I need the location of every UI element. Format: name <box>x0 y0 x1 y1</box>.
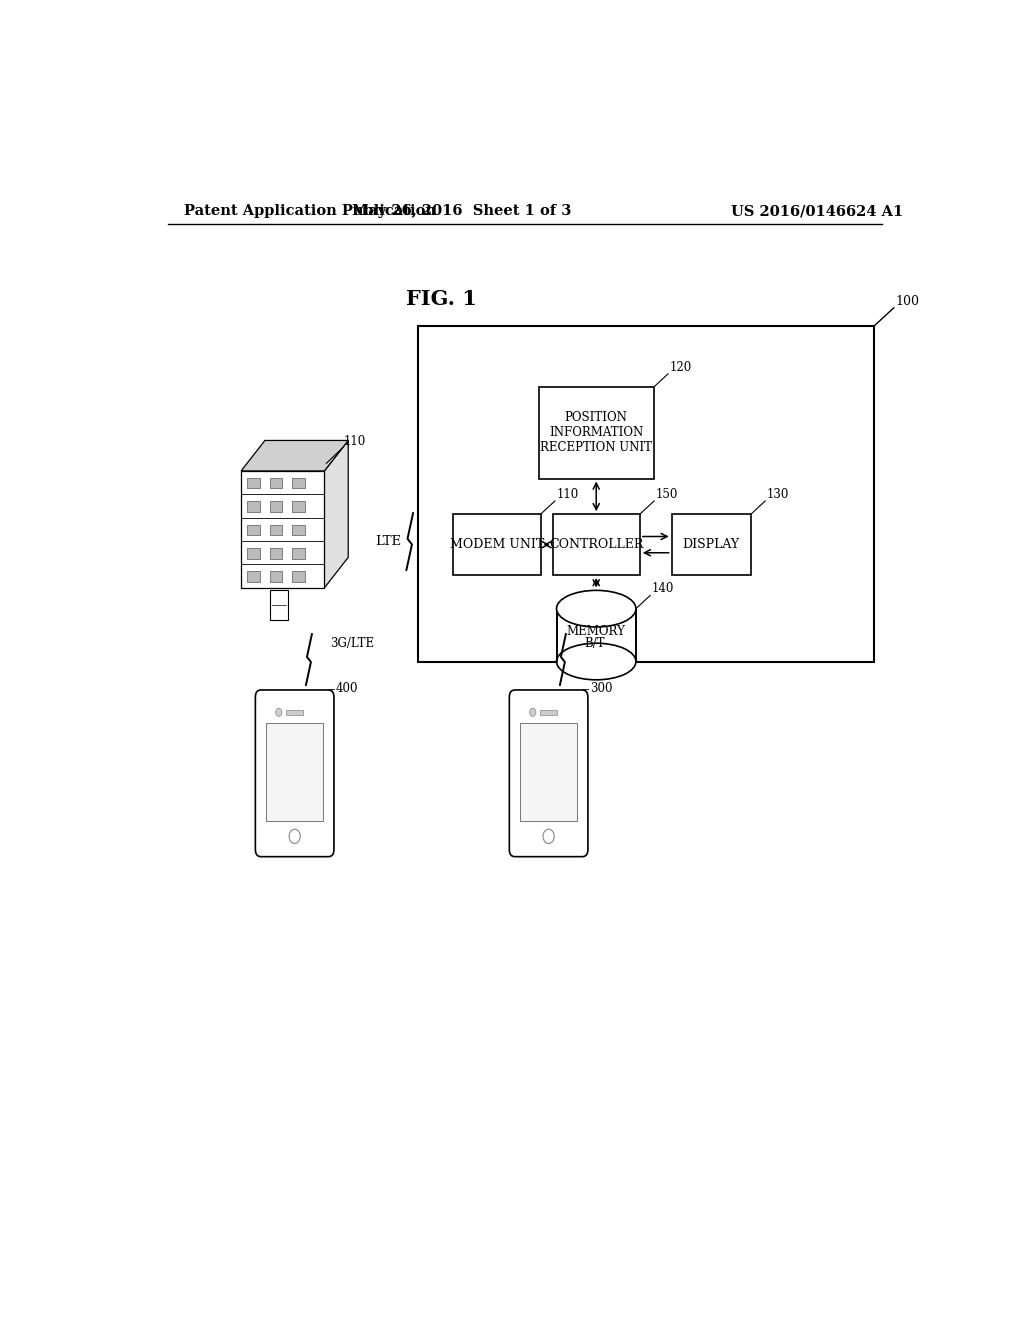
Text: 300: 300 <box>590 682 612 696</box>
Bar <box>520 722 577 821</box>
Bar <box>241 471 325 587</box>
Ellipse shape <box>556 643 636 680</box>
Text: 140: 140 <box>651 582 674 595</box>
Text: MEMORY: MEMORY <box>567 624 626 638</box>
Text: FIG. 1: FIG. 1 <box>406 289 476 309</box>
Bar <box>672 515 751 576</box>
Bar <box>270 590 288 620</box>
Bar <box>418 326 873 661</box>
Circle shape <box>275 709 282 717</box>
Bar <box>292 572 304 582</box>
Bar <box>248 502 260 512</box>
Text: 400: 400 <box>336 682 358 696</box>
Text: LTE: LTE <box>375 535 401 548</box>
Text: 3G/LTE: 3G/LTE <box>331 636 375 649</box>
Bar <box>292 548 304 558</box>
Bar <box>454 515 541 576</box>
Bar <box>286 710 303 715</box>
Bar <box>248 548 260 558</box>
Bar <box>292 478 304 488</box>
Ellipse shape <box>556 590 636 627</box>
Text: B/T: B/T <box>585 636 605 649</box>
Text: 150: 150 <box>655 488 678 500</box>
Bar <box>292 525 304 535</box>
Bar <box>248 525 260 535</box>
Circle shape <box>529 709 536 717</box>
Text: POSITION
INFORMATION
RECEPTION UNIT: POSITION INFORMATION RECEPTION UNIT <box>541 412 652 454</box>
Bar <box>539 387 653 479</box>
Text: 110: 110 <box>344 436 367 447</box>
Bar <box>556 609 636 661</box>
Text: 120: 120 <box>670 360 692 374</box>
Text: 100: 100 <box>895 294 920 308</box>
Text: US 2016/0146624 A1: US 2016/0146624 A1 <box>731 205 903 218</box>
Bar <box>269 525 283 535</box>
Bar <box>540 710 557 715</box>
Polygon shape <box>241 441 348 471</box>
Text: MODEM UNIT: MODEM UNIT <box>450 539 544 552</box>
Circle shape <box>289 829 300 843</box>
Bar <box>269 478 283 488</box>
Bar <box>292 502 304 512</box>
FancyBboxPatch shape <box>509 690 588 857</box>
Bar <box>266 722 323 821</box>
Bar <box>248 478 260 488</box>
Text: DISPLAY: DISPLAY <box>683 539 740 552</box>
Bar <box>553 515 640 576</box>
FancyBboxPatch shape <box>255 690 334 857</box>
Text: CONTROLLER: CONTROLLER <box>549 539 643 552</box>
Bar <box>248 572 260 582</box>
Bar <box>269 572 283 582</box>
Polygon shape <box>325 441 348 587</box>
Bar <box>269 548 283 558</box>
Text: 130: 130 <box>767 488 790 500</box>
Text: 110: 110 <box>557 488 579 500</box>
Text: Patent Application Publication: Patent Application Publication <box>183 205 435 218</box>
Text: May 26, 2016  Sheet 1 of 3: May 26, 2016 Sheet 1 of 3 <box>351 205 571 218</box>
Bar <box>269 502 283 512</box>
Circle shape <box>543 829 554 843</box>
